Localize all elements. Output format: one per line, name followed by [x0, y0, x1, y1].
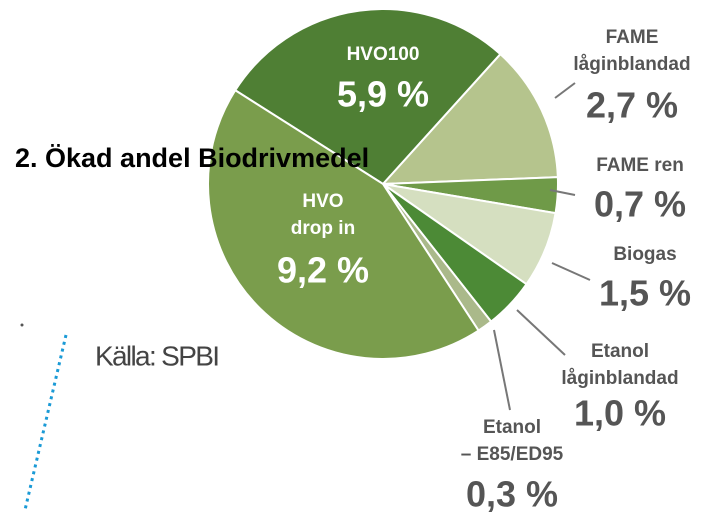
slice-label: HVO100: [347, 44, 420, 65]
slice-label: Etanol: [591, 341, 649, 362]
leader-line: [551, 262, 591, 281]
slice-label: Biogas: [613, 244, 676, 265]
leader-line: [549, 189, 576, 196]
slice-label: drop in: [291, 218, 355, 239]
value-label: 5,9 %: [337, 74, 429, 115]
value-label: 9,2 %: [277, 250, 369, 291]
source: Källa: SPBI: [95, 340, 220, 371]
value-label: 0,3 %: [466, 474, 558, 514]
leader-lines: [493, 82, 591, 411]
chart-title: 2. Ökad andel Biodrivmedel: [15, 143, 369, 173]
slice-label: låginblandad: [561, 368, 678, 389]
slice: [207, 88, 480, 360]
dot: [20, 323, 24, 327]
slice: [380, 52, 559, 186]
value-label: 1,5 %: [599, 273, 691, 314]
slice-label: – E85/ED95: [461, 444, 564, 465]
leader-line: [516, 309, 566, 356]
value-label: 0,7 %: [594, 184, 686, 225]
slice-label: Etanol: [483, 417, 541, 438]
slice: [233, 8, 502, 186]
slice-label: HVO: [302, 191, 343, 212]
slice-label: FAME: [606, 27, 659, 48]
leader-line: [493, 329, 511, 411]
value-label: 2,7 %: [586, 85, 678, 126]
pie: [207, 8, 559, 360]
leader-line: [554, 82, 576, 99]
slice-label: FAME ren: [596, 155, 684, 176]
dotted-line: [23, 334, 68, 511]
slice-label: låginblandad: [573, 54, 690, 75]
value-label: 1,0 %: [574, 393, 666, 434]
